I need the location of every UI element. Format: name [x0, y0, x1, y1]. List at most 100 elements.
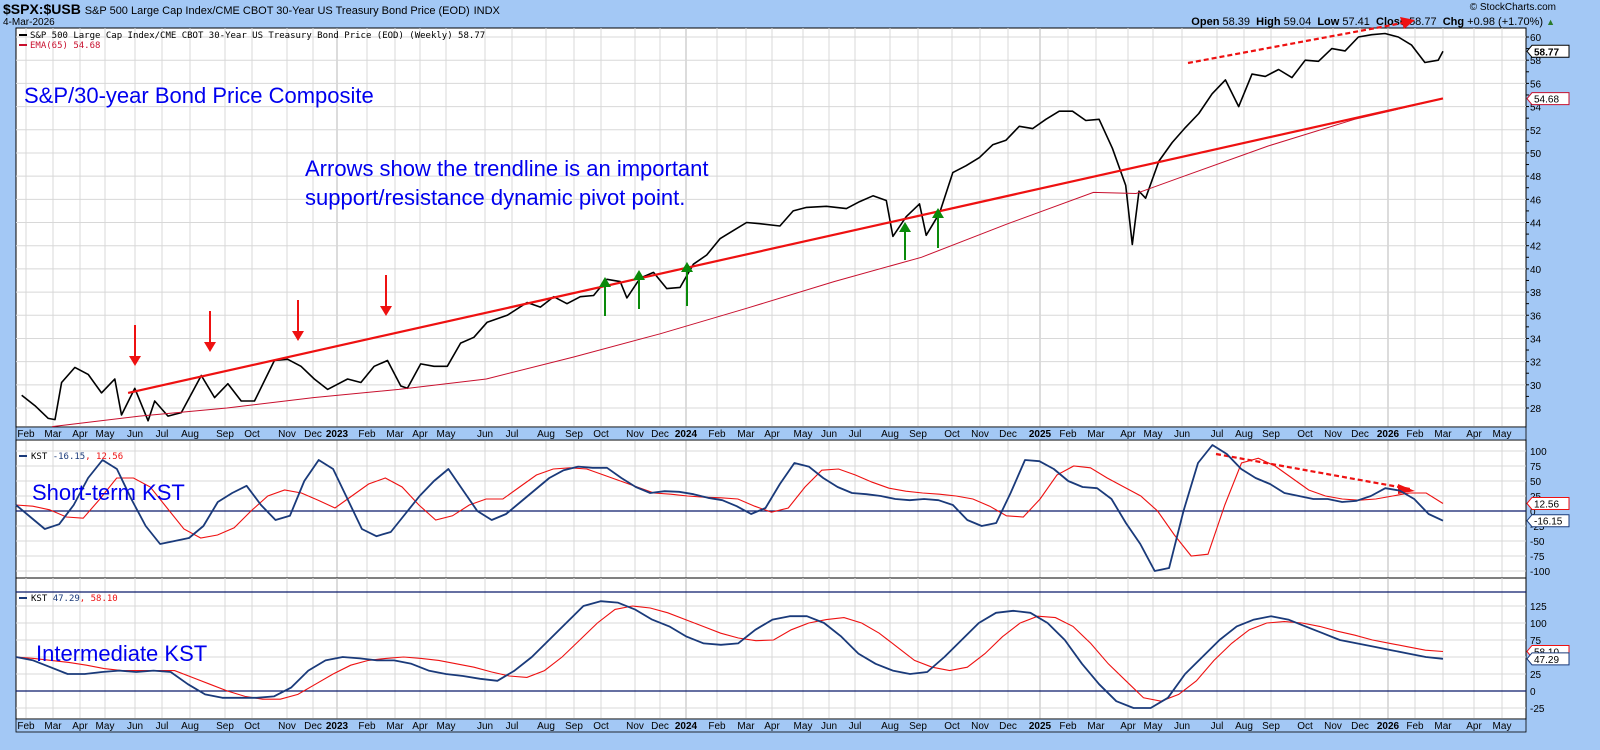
svg-text:40: 40 — [1530, 265, 1542, 276]
chart-date: 4-Mar-2026 — [3, 17, 55, 28]
date-label: Jun — [821, 429, 837, 440]
svg-text:56: 56 — [1530, 79, 1542, 90]
date-label: May — [1144, 429, 1163, 440]
exchange-label: INDX — [473, 5, 500, 17]
svg-text:0: 0 — [1530, 507, 1536, 518]
svg-text:58.77: 58.77 — [1534, 47, 1559, 58]
date-label: Jul — [1211, 721, 1224, 732]
date-label: Feb — [708, 429, 726, 440]
date-label: Apr — [412, 721, 428, 732]
svg-text:125: 125 — [1530, 602, 1547, 613]
svg-text:36: 36 — [1530, 311, 1542, 322]
svg-text:30: 30 — [1530, 381, 1542, 392]
date-label: Feb — [708, 721, 726, 732]
date-label: Dec — [1351, 429, 1369, 440]
date-label: Apr — [1120, 721, 1136, 732]
svg-text:58: 58 — [1530, 56, 1542, 67]
kst-signal-line — [15, 457, 1444, 557]
date-label: Oct — [593, 429, 609, 440]
date-label: Apr — [412, 429, 428, 440]
svg-text:52: 52 — [1530, 126, 1542, 137]
date-label: Aug — [881, 429, 899, 440]
date-label: Sep — [216, 429, 234, 440]
date-label: Oct — [1297, 429, 1313, 440]
date-label: 2023 — [326, 429, 349, 440]
date-label: May — [1144, 721, 1163, 732]
date-label: Apr — [1120, 429, 1136, 440]
date-label: Mar — [1434, 721, 1452, 732]
date-label: Nov — [278, 429, 296, 440]
svg-text:46: 46 — [1530, 195, 1542, 206]
date-label: Oct — [244, 721, 260, 732]
date-label: Jun — [127, 721, 143, 732]
dashed-trend-kst — [1215, 452, 1411, 491]
last-value-tag — [1526, 44, 1570, 58]
date-label: Nov — [971, 429, 989, 440]
svg-text:50: 50 — [1530, 477, 1542, 488]
date-label: 2026 — [1377, 721, 1400, 732]
date-label: Jul — [849, 721, 862, 732]
date-label: Apr — [1466, 721, 1482, 732]
date-label: Nov — [626, 721, 644, 732]
svg-text:100: 100 — [1530, 447, 1547, 458]
date-label: Sep — [565, 429, 583, 440]
svg-text:42: 42 — [1530, 242, 1542, 253]
date-label: Mar — [737, 721, 755, 732]
date-label: May — [794, 721, 813, 732]
date-label: Mar — [1087, 429, 1105, 440]
date-label: Sep — [565, 721, 583, 732]
date-label: Nov — [1324, 429, 1342, 440]
plot-area-0 — [15, 27, 1527, 428]
date-label: Aug — [1235, 429, 1253, 440]
up-arrow-icon — [899, 222, 911, 232]
last-value-tag — [1526, 652, 1570, 666]
up-arrow-icon — [633, 270, 645, 280]
kst-line — [15, 600, 1444, 709]
date-label: Oct — [593, 721, 609, 732]
date-label: Sep — [909, 429, 927, 440]
date-label: Feb — [17, 429, 35, 440]
date-label: Aug — [1235, 721, 1253, 732]
annotation-int-kst: Intermediate KST — [36, 641, 207, 666]
date-label: May — [96, 429, 115, 440]
date-label: Jun — [477, 429, 493, 440]
svg-text:-25: -25 — [1530, 522, 1545, 533]
date-label: Jul — [1211, 429, 1224, 440]
date-label: Jun — [1174, 721, 1190, 732]
date-label: Feb — [358, 429, 376, 440]
date-label: Mar — [1087, 721, 1105, 732]
kst-line — [15, 444, 1444, 572]
down-arrow-icon — [129, 356, 141, 366]
date-label: Apr — [72, 429, 88, 440]
date-label: Dec — [304, 721, 322, 732]
chart-symbol: $SPX:$USB S&P 500 Large Cap Index/CME CB… — [3, 1, 500, 17]
down-arrow-icon — [380, 306, 392, 316]
date-label: Aug — [181, 721, 199, 732]
down-arrow-icon — [204, 342, 216, 352]
date-label: Jul — [506, 429, 519, 440]
date-label: 2025 — [1029, 721, 1052, 732]
date-label: Sep — [909, 721, 927, 732]
legend: EMA(65) 54.68 — [30, 41, 100, 51]
svg-text:54: 54 — [1530, 103, 1542, 114]
date-label: Feb — [1059, 721, 1077, 732]
date-label: Mar — [386, 429, 404, 440]
date-label: 2026 — [1377, 429, 1400, 440]
price-line — [21, 32, 1444, 422]
date-label: Aug — [181, 429, 199, 440]
date-label: Sep — [1262, 429, 1280, 440]
date-label: Jun — [821, 721, 837, 732]
date-label: Feb — [358, 721, 376, 732]
svg-text:47.29: 47.29 — [1534, 655, 1559, 666]
copyright: © StockCharts.com — [1469, 2, 1556, 13]
svg-text:0: 0 — [1530, 687, 1536, 698]
svg-text:38: 38 — [1530, 288, 1542, 299]
last-value-tag — [1526, 92, 1570, 106]
date-label: Nov — [626, 429, 644, 440]
down-arrow-icon — [292, 331, 304, 341]
svg-text:100: 100 — [1530, 619, 1547, 630]
plot-area-1 — [15, 439, 1527, 579]
date-label: Jun — [1174, 429, 1190, 440]
date-label: Jul — [849, 429, 862, 440]
date-label: Jul — [156, 721, 169, 732]
